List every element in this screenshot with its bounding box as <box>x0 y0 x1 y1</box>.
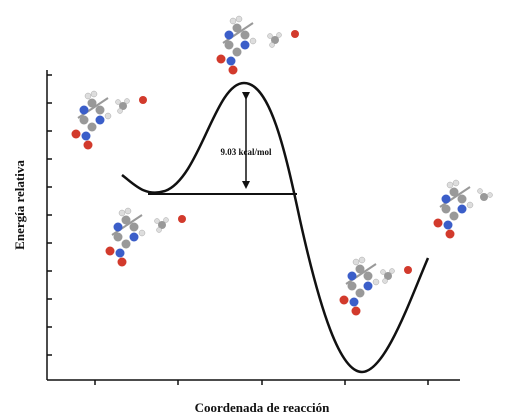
page: 9.03 kcal/mol Energía relativa Coordenad… <box>0 0 532 417</box>
molecule-product <box>434 180 493 239</box>
barrier-label: 9.03 kcal/mol <box>221 147 272 157</box>
energy-diagram: 9.03 kcal/mol Energía relativa Coordenad… <box>0 0 532 417</box>
molecule-reactant <box>72 91 148 150</box>
molecule-intermediate <box>340 257 413 316</box>
y-axis-label: Energía relativa <box>12 160 27 250</box>
molecule-transition-state <box>217 16 300 75</box>
energy-curve <box>122 83 428 372</box>
molecule-complex <box>106 208 187 267</box>
x-axis-label: Coordenada de reacción <box>195 400 331 415</box>
